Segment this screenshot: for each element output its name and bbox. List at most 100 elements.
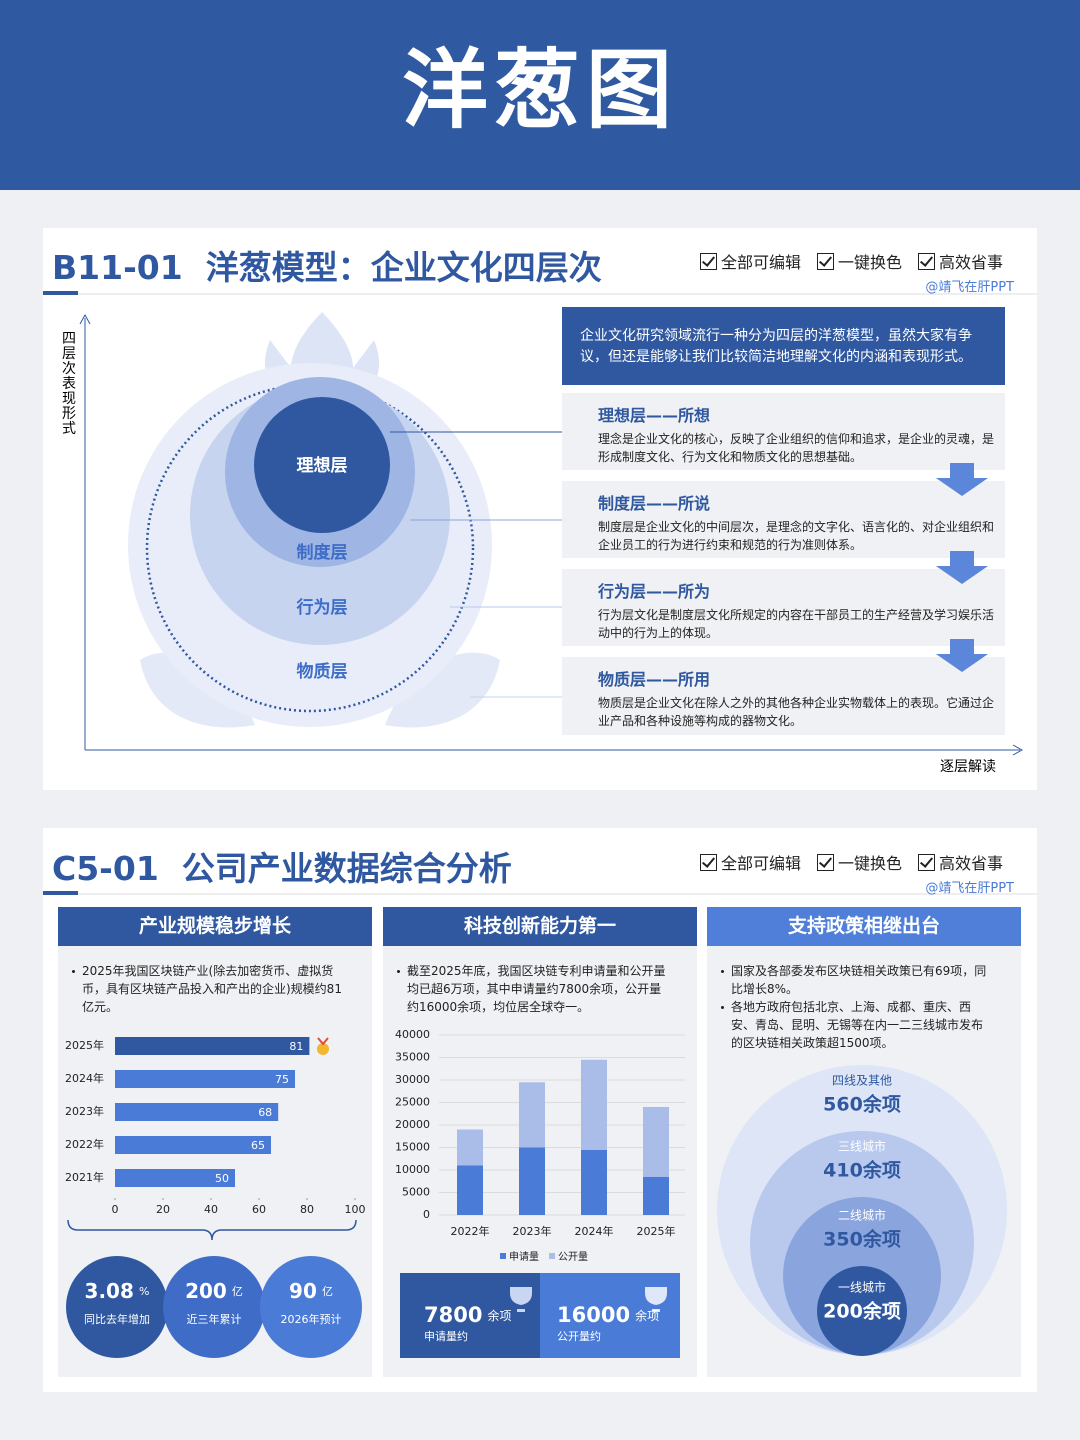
layer-heading: 行为层——所为 xyxy=(598,582,711,601)
element: 90 亿 xyxy=(289,1279,333,1303)
panel-title: 产业规模稳步增长 xyxy=(138,915,291,937)
legend-swatch xyxy=(500,1253,506,1259)
y-tick-label: 40000 xyxy=(395,1028,430,1041)
panel-header xyxy=(383,907,697,946)
y-tick-label: 25000 xyxy=(395,1096,430,1109)
data-label: 75 xyxy=(275,1073,289,1086)
panel-header xyxy=(58,907,372,946)
element: 高效省事 xyxy=(939,854,1004,873)
tier-text: 四线及其他 560余项 三线城市 410余项 二线城市 350余项 一线城市 2… xyxy=(823,1074,901,1323)
y-axis-label: 四层次表现形式 xyxy=(62,331,76,437)
feature: 全部可编辑 xyxy=(700,850,801,874)
layer-label: 制度层 xyxy=(297,542,348,563)
bar-segment xyxy=(643,1176,669,1215)
stat-value: 200 xyxy=(185,1279,227,1303)
panel-title: 科技创新能力第一 xyxy=(463,915,616,937)
element: 高效省事 xyxy=(939,253,1004,272)
stat-circle xyxy=(66,1256,168,1358)
checkbox xyxy=(918,853,936,871)
header-title: 洋葱图 xyxy=(402,40,678,140)
bullet: 国家及各部委发布区块链相关政策已有69项，同比增长8%。 xyxy=(719,962,991,998)
layer-label: 行为层 xyxy=(296,597,348,618)
checkbox xyxy=(700,853,717,871)
petal xyxy=(140,652,255,728)
layer-label: 理想层 xyxy=(297,455,348,476)
slide-code: C5-01 xyxy=(52,849,159,888)
stat-label: 申请量约 xyxy=(424,1330,468,1343)
y-tick-label: 20000 xyxy=(395,1118,430,1131)
stat-value: 90 xyxy=(289,1279,317,1303)
data-label: 65 xyxy=(251,1139,265,1152)
x-tick-label: 20 xyxy=(156,1203,170,1216)
feature: 一键换色 xyxy=(817,850,902,874)
tier-label: 一线城市 xyxy=(838,1280,886,1295)
bar-segment xyxy=(581,1059,607,1150)
slide-title-text: 洋葱模型：企业文化四层次 xyxy=(205,248,602,287)
bar xyxy=(115,1169,235,1187)
element: 全部可编辑 xyxy=(721,854,802,873)
tier-value: 410余项 xyxy=(823,1159,901,1182)
stat-unit: 亿 xyxy=(322,1285,333,1298)
stat-value: 3.08 xyxy=(85,1279,134,1303)
layer-heading: 物质层——所用 xyxy=(598,670,711,689)
stat-label: 同比去年增加 xyxy=(84,1312,150,1326)
x-tick-label: 40 xyxy=(204,1203,218,1216)
credit: @靖飞在肝PPT xyxy=(925,280,1014,295)
slide-title-text: 公司产业数据综合分析 xyxy=(181,849,512,888)
bullet: 2025年我国区块链产业(除去加密货币、虚拟货币，具有区块链产品投入和产出的企业… xyxy=(70,962,342,1016)
header-bg xyxy=(0,0,1080,190)
tier-label: 四线及其他 xyxy=(832,1074,892,1088)
bullet: 各地方政府包括北京、上海、成都、重庆、西安、青岛、昆明、无锡等在内一二三线城市发… xyxy=(719,998,991,1052)
bullets: 截至2025年底，我国区块链专利申请量和公开量均已超6万项，其中申请量约7800… xyxy=(395,962,667,1016)
y-tick-label: 2024年 xyxy=(65,1071,104,1085)
x-tick-label: 2024年 xyxy=(575,1224,614,1238)
bullets: 国家及各部委发布区块链相关政策已有69项，同比增长8%。 各地方政府包括北京、上海… xyxy=(719,962,991,1052)
feature: 一键换色 xyxy=(817,249,902,273)
stat-unit: % xyxy=(139,1285,149,1298)
tier-label: 二线城市 xyxy=(838,1208,886,1223)
tier-circle xyxy=(817,1266,907,1356)
ideal-layer xyxy=(254,397,390,533)
feature-list: 全部可编辑 一键换色 高效省事 xyxy=(700,249,1003,273)
layer-item: 制度层——所说制度层是企业文化的中间层次，是理念的文字化、语言化的、对企业组织和… xyxy=(598,490,994,554)
arrow xyxy=(1012,744,1024,756)
data-label: 68 xyxy=(258,1106,272,1119)
stat-circle xyxy=(260,1256,362,1358)
checkbox xyxy=(700,252,717,270)
y-tick-label: 35000 xyxy=(395,1051,430,1064)
layer-box xyxy=(562,569,1005,646)
element: 3.08 % xyxy=(85,1279,150,1303)
slide-code: B11-01 xyxy=(52,248,183,287)
stat-label: 近三年累计 xyxy=(187,1312,242,1326)
intro-box xyxy=(562,307,1005,385)
layer-heading: 理想层——所想 xyxy=(598,406,711,425)
y-tick-label: 2025年 xyxy=(65,1038,104,1052)
x-tick-label: 0 xyxy=(112,1203,119,1216)
layer-text: 理念是企业文化的核心，反映了企业组织的信仰和追求，是企业的灵魂，是形成制度文化、… xyxy=(598,432,995,464)
x-tick-label: 80 xyxy=(300,1203,314,1216)
checkbox xyxy=(817,252,835,270)
tier-value: 560余项 xyxy=(823,1093,901,1116)
stat-unit: 余项 xyxy=(488,1308,512,1323)
bullet: 截至2025年底，我国区块链专利申请量和公开量均已超6万项，其中申请量约7800… xyxy=(395,962,667,1016)
layer-item: 物质层——所用 物质层是企业文化在除人之外的其他各种企业实物载体上的表现。它通过企… xyxy=(598,666,994,730)
x-tick-label: 2022年 xyxy=(451,1224,490,1238)
title-accent xyxy=(43,891,78,895)
trophy xyxy=(645,1287,667,1312)
tier-label: 三线城市 xyxy=(838,1139,886,1154)
panel-title: 支持政策相继出台 xyxy=(787,915,940,937)
legend-label: 公开量 xyxy=(558,1251,588,1263)
slide-title: B11-01 洋葱模型：企业文化四层次 xyxy=(52,241,602,289)
feature: 高效省事 xyxy=(918,850,1003,874)
layer-heading: 制度层——所说 xyxy=(598,494,711,513)
brace xyxy=(67,1219,357,1241)
layer-text: 制度层是企业文化的中间层次，是理念的文字化、语言化的、对企业组织和企业员工的行为… xyxy=(598,520,995,552)
bar xyxy=(115,1037,310,1055)
feature: 高效省事 xyxy=(918,249,1003,273)
credit: @靖飞在肝PPT xyxy=(925,881,1014,896)
layer-box xyxy=(562,481,1005,558)
title-accent xyxy=(43,291,78,295)
stat-label: 2026年预计 xyxy=(281,1312,342,1326)
